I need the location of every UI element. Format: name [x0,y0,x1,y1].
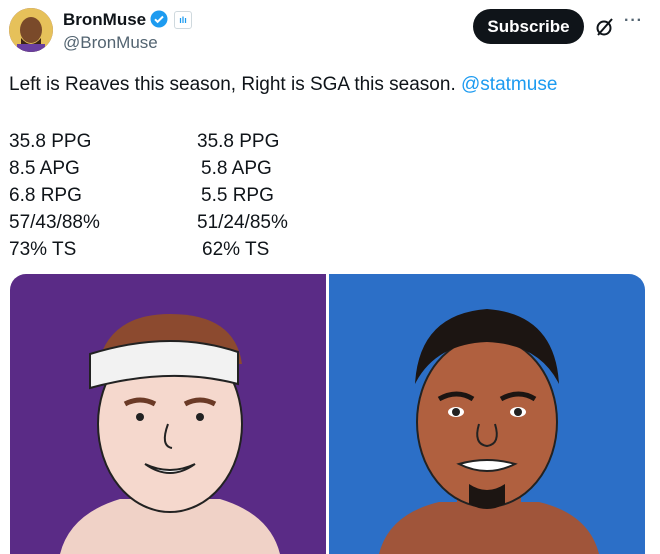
subscribe-button[interactable]: Subscribe [473,9,584,44]
stat-line: 8.5 APG [9,158,80,179]
author-handle[interactable]: @BronMuse [63,33,158,52]
stats-left: 35.8 PPG 8.5 APG 6.8 RPG 57/43/88% 73% T… [9,128,100,263]
stat-line: 57/43/88% [9,212,100,233]
stats-right: 35.8 PPG 5.8 APG 5.5 RPG 51/24/85% 62% T… [197,128,288,263]
verified-badge-icon [150,10,168,28]
image-sga[interactable] [329,274,645,554]
grok-icon[interactable] [594,16,616,38]
stat-line: 62% TS [202,239,270,260]
stat-line: 35.8 PPG [9,131,92,152]
tweet-text: Left is Reaves this season, Right is SGA… [9,74,557,96]
stat-line: 51/24/85% [197,212,288,233]
author-name[interactable]: BronMuse [63,10,147,29]
more-icon[interactable]: ··· [624,12,643,29]
tweet-body: Left is Reaves this season, Right is SGA… [9,74,456,95]
mention-link[interactable]: @statmuse [461,74,558,95]
stat-line: 6.8 RPG [9,185,82,206]
avatar[interactable] [9,8,53,52]
stat-line: 5.8 APG [201,158,272,179]
stat-line: 5.5 RPG [201,185,274,206]
image-reaves[interactable] [10,274,326,554]
stat-line: 35.8 PPG [197,131,280,152]
stat-line: 73% TS [9,239,77,260]
affiliate-badge-icon[interactable]: ılı [174,11,192,29]
